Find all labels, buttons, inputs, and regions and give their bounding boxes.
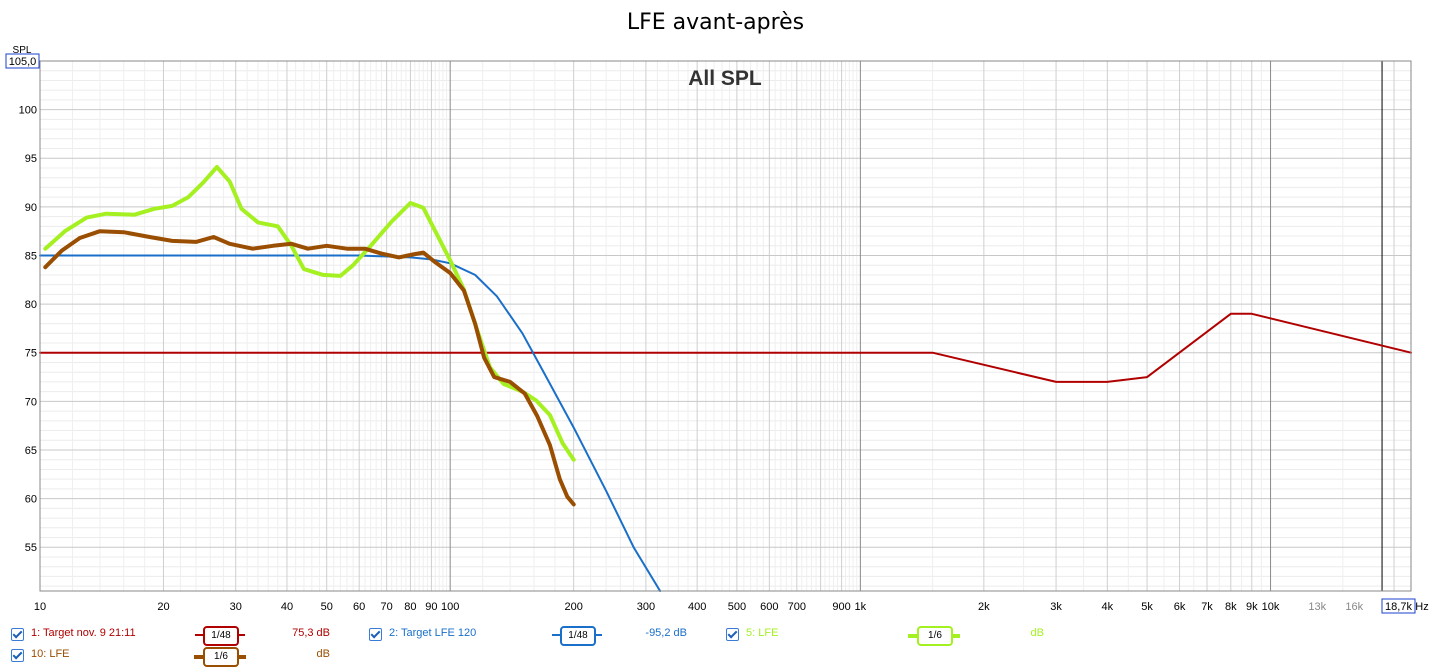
y-tick-label: 90	[25, 202, 37, 214]
x-tick-label: 100	[441, 601, 459, 613]
smoothing-button[interactable]: 1/48	[203, 626, 239, 646]
series-line-4	[43, 229, 576, 507]
x-tick-label: 50	[321, 601, 333, 613]
x-tick-label: 3k	[1050, 601, 1062, 613]
frequency-response-plot[interactable]: 55 60 65 70 75 80 85 90 95 100 10 20 30 40 50 60 70 80 90…	[0, 0, 1431, 620]
x-tick-label: 900	[832, 601, 850, 613]
legend-checkbox[interactable]	[369, 628, 382, 641]
plot-frame	[39, 60, 1412, 592]
legend-label: 2: Target LFE 120	[389, 627, 477, 639]
y-axis-label: SPL	[13, 45, 32, 56]
x-tick-label: 20	[157, 601, 169, 613]
y-tick-label: 65	[25, 445, 37, 457]
x-tick-label: 10k	[1262, 601, 1280, 613]
x-tick-label: 13k	[1308, 601, 1326, 613]
major-grid	[39, 60, 1411, 591]
y-top-box[interactable]	[5, 53, 40, 69]
x-tick-label: 2k	[978, 601, 990, 613]
y-tick-label: 60	[25, 494, 37, 506]
x-tick-label: 80	[404, 601, 416, 613]
x-tick-label: 9k	[1246, 601, 1258, 613]
y-tick-label: 55	[25, 542, 37, 554]
x-tick-label: 10	[34, 601, 46, 613]
x-tick-label: 90	[425, 601, 437, 613]
legend-value: 75,3 dB	[292, 627, 330, 639]
legend-row-1: 1: Target nov. 9 21:11 1/48 75,3 dB 2: T…	[0, 626, 1431, 646]
legend-label: 1: Target nov. 9 21:11	[31, 627, 136, 639]
x-tick-label: 8k	[1225, 601, 1237, 613]
x-tick-label: 400	[688, 601, 706, 613]
legend-value: dB	[1030, 627, 1044, 639]
x-tick-label: 600	[760, 601, 778, 613]
x-tick-label: 5k	[1141, 601, 1153, 613]
x-tick-label: 700	[788, 601, 806, 613]
y-tick-label: 70	[25, 396, 37, 408]
y-axis: 55 60 65 70 75 80 85 90 95 100	[19, 105, 37, 555]
legend-checkbox[interactable]	[11, 649, 24, 662]
x-tick-label: 60	[353, 601, 365, 613]
legend-value: -95,2 dB	[645, 627, 687, 639]
legend-value: dB	[316, 648, 330, 660]
y-tick-label: 85	[25, 250, 37, 262]
legend-checkbox[interactable]	[726, 628, 739, 641]
x-tick-label: 6k	[1174, 601, 1186, 613]
x-axis-unit: Hz	[1415, 601, 1428, 613]
smoothing-button[interactable]: 1/6	[917, 626, 953, 646]
chart-title: LFE avant-après	[626, 10, 805, 35]
y-tick-label: 80	[25, 299, 37, 311]
x-tick-label: 200	[564, 601, 582, 613]
legend-checkbox[interactable]	[11, 628, 24, 641]
series-line-2	[39, 254, 662, 592]
x-tick-label: 7k	[1201, 601, 1213, 613]
x-tick-label: 500	[728, 601, 746, 613]
smoothing-button[interactable]: 1/6	[203, 647, 239, 667]
legend-label: 5: LFE	[746, 627, 779, 639]
legend-label: 10: LFE	[31, 648, 70, 660]
x-tick-label: 4k	[1102, 601, 1114, 613]
x-tick-label: 16k	[1345, 601, 1363, 613]
x-axis: 10 20 30 40 50 60 70 80 90 100 200 300 400 500 600 700 9…	[34, 601, 1364, 613]
x-right-value: 18,7k	[1385, 601, 1412, 613]
y-tick-label: 100	[19, 105, 37, 117]
y-tick-label: 75	[25, 348, 37, 360]
series-line-3	[43, 165, 576, 462]
y-tick-label: 95	[25, 153, 37, 165]
series-line-1	[39, 312, 1412, 383]
legend-row-2: 10: LFE 1/6 dB	[0, 647, 1431, 667]
series-layer	[39, 165, 1412, 592]
x-tick-label: 70	[381, 601, 393, 613]
minor-grid	[40, 61, 1411, 591]
x-tick-label: 300	[637, 601, 655, 613]
smoothing-button[interactable]: 1/48	[560, 626, 596, 646]
x-right-box[interactable]	[1381, 598, 1416, 614]
overlay-title: All SPL	[688, 67, 762, 90]
x-tick-label: 1k	[855, 601, 867, 613]
y-top-value: 105,0	[9, 56, 37, 68]
x-tick-label: 30	[230, 601, 242, 613]
x-tick-label: 40	[281, 601, 293, 613]
